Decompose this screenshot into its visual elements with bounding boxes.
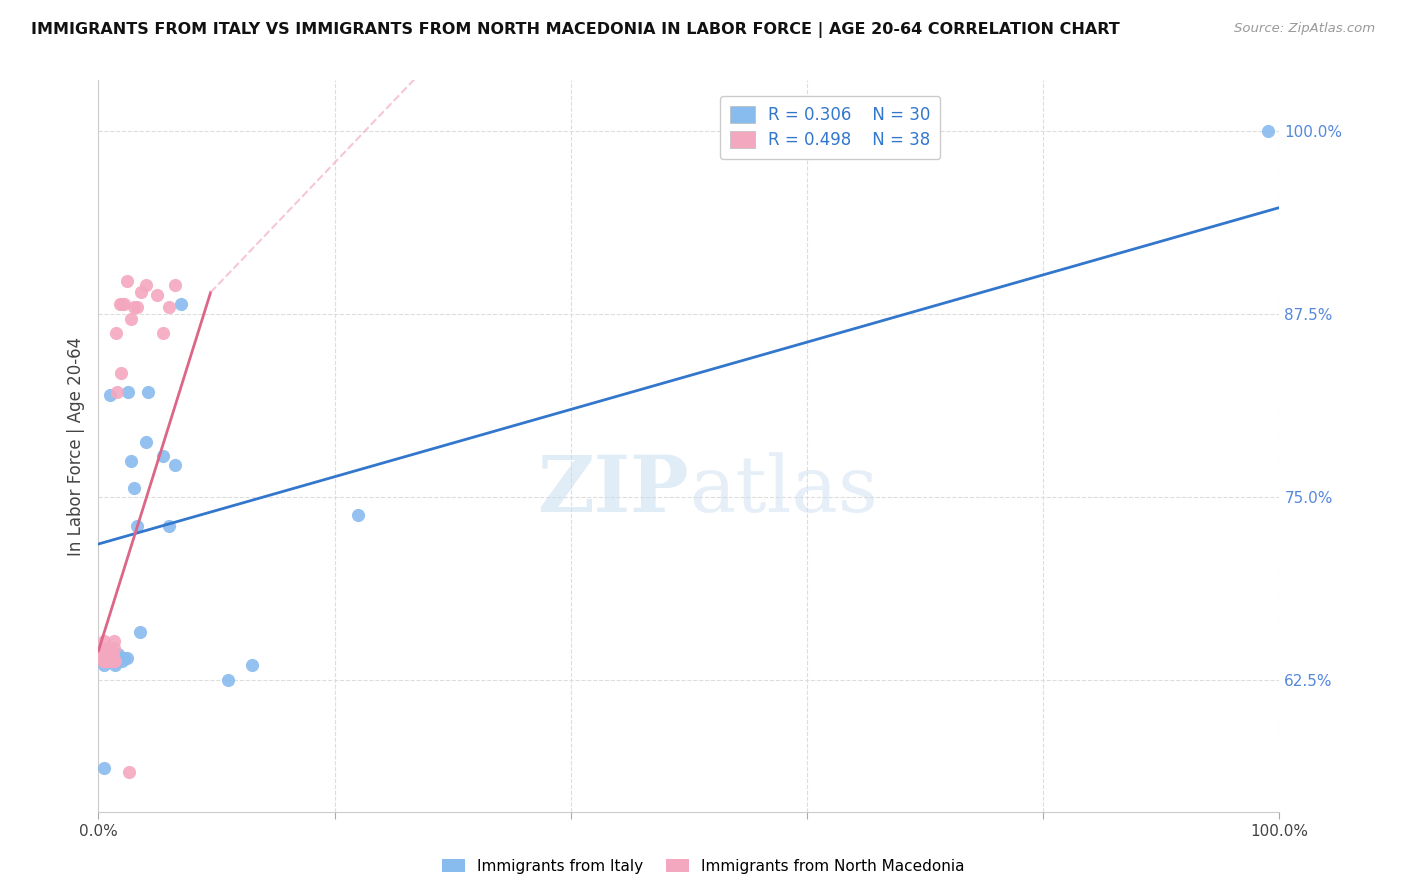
Point (122, 482, 145, 496)
Point (127, 300, 149, 314)
Legend: Immigrants from Italy, Immigrants from North Macedonia: Immigrants from Italy, Immigrants from N… (436, 853, 970, 880)
Point (105, 326, 128, 341)
Point (135, 278, 157, 293)
Point (93, 633, 115, 648)
Point (98, 647, 121, 661)
Point (98, 647, 121, 661)
Point (127, 519, 149, 533)
Point (107, 647, 129, 661)
Point (112, 297, 135, 311)
Point (105, 384, 128, 399)
Point (100, 651, 122, 665)
Point (98, 654, 121, 668)
Point (122, 300, 145, 314)
Point (101, 654, 124, 668)
Point (121, 311, 143, 326)
Text: IMMIGRANTS FROM ITALY VS IMMIGRANTS FROM NORTH MACEDONIA IN LABOR FORCE | AGE 20: IMMIGRANTS FROM ITALY VS IMMIGRANTS FROM… (31, 22, 1119, 38)
Point (96, 647, 118, 661)
Point (146, 288, 169, 302)
Point (104, 658, 127, 673)
Point (96, 654, 118, 668)
Point (93, 648, 115, 663)
Legend: R = 0.306    N = 30, R = 0.498    N = 38: R = 0.306 N = 30, R = 0.498 N = 38 (720, 96, 941, 159)
Point (105, 651, 128, 665)
Point (91, 654, 114, 668)
Point (115, 651, 138, 665)
Point (97, 651, 120, 665)
Point (110, 366, 132, 380)
Point (94, 647, 117, 661)
Point (112, 651, 135, 665)
Point (98, 388, 121, 402)
Point (108, 651, 131, 665)
Point (117, 384, 139, 399)
Point (97, 651, 120, 665)
Y-axis label: In Labor Force | Age 20-64: In Labor Force | Age 20-64 (66, 336, 84, 556)
Point (101, 651, 124, 665)
Point (108, 297, 131, 311)
Point (93, 640, 115, 655)
Point (96, 654, 118, 668)
Point (170, 297, 193, 311)
Point (165, 278, 187, 293)
Point (111, 654, 134, 668)
Point (103, 640, 125, 655)
Point (103, 654, 125, 668)
Point (104, 654, 127, 668)
Point (152, 326, 174, 341)
Point (98, 654, 121, 668)
Point (217, 673, 239, 687)
Point (135, 434, 157, 449)
Point (93, 658, 115, 673)
Point (105, 654, 128, 668)
Point (93, 761, 115, 775)
Text: ZIP: ZIP (537, 452, 689, 528)
Point (115, 274, 138, 288)
Point (121, 453, 143, 467)
Point (347, 508, 370, 522)
Text: atlas: atlas (689, 452, 877, 528)
Point (136, 384, 159, 399)
Point (152, 449, 174, 463)
Point (118, 765, 141, 780)
Point (129, 285, 152, 300)
Point (128, 624, 150, 639)
Point (101, 647, 124, 661)
Point (103, 633, 125, 648)
Text: Source: ZipAtlas.com: Source: ZipAtlas.com (1234, 22, 1375, 36)
Point (91, 644, 114, 658)
Point (157, 300, 180, 314)
Point (165, 458, 187, 472)
Point (157, 519, 180, 533)
Point (97, 640, 120, 655)
Point (240, 658, 263, 673)
Point (94, 654, 117, 668)
Point (1257, 124, 1279, 138)
Point (111, 297, 134, 311)
